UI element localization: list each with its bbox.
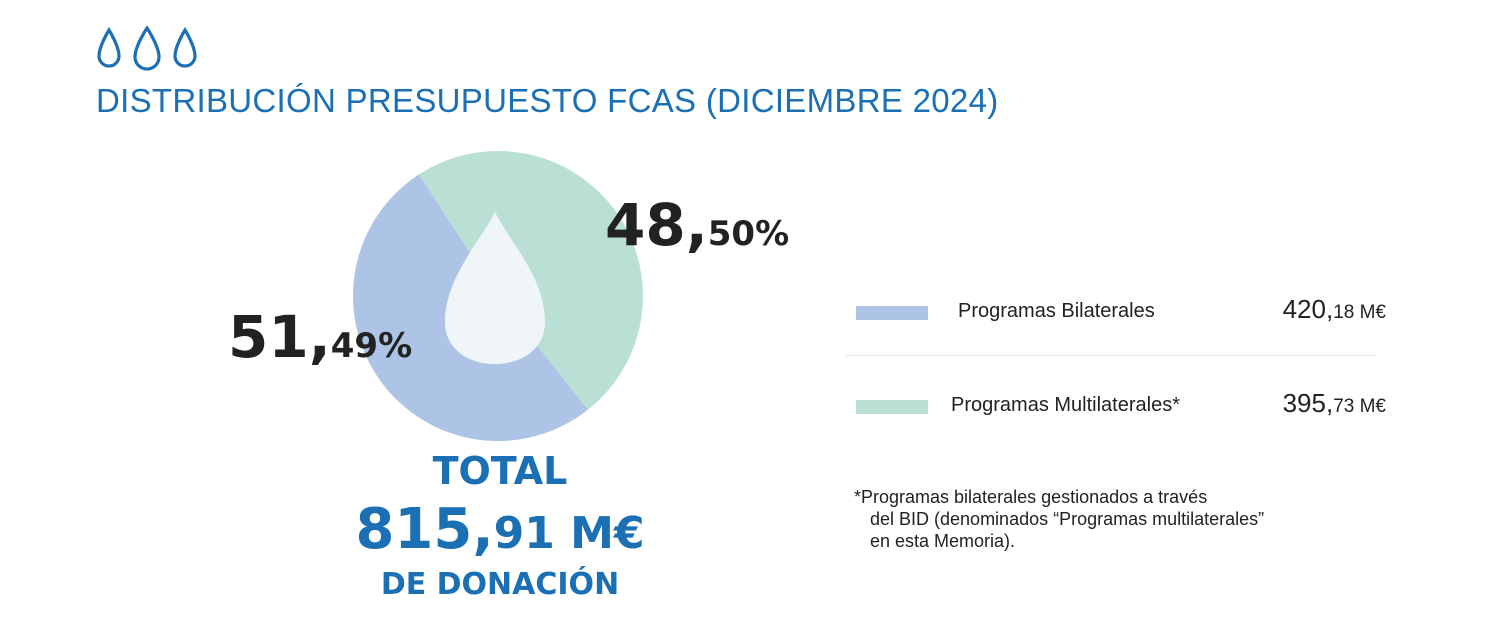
legend-swatch-multilaterales: [856, 400, 928, 414]
legend-label-bilaterales: Programas Bilaterales: [958, 300, 1155, 322]
footnote-line-1: *Programas bilaterales gestionados a tra…: [854, 487, 1208, 507]
pie-label-bilaterales: 51,49%: [228, 308, 412, 366]
pie-label-bilaterales-dec: 49%: [330, 326, 413, 366]
footnote: *Programas bilaterales gestionados a tra…: [854, 486, 1414, 552]
footnote-line-3: en esta Memoria).: [870, 531, 1016, 551]
total-label: TOTAL: [432, 449, 568, 493]
total-subtitle: DE DONACIÓN: [380, 567, 620, 602]
legend-item-bilaterales: Programas Bilaterales 420,18 M€: [856, 294, 1396, 328]
legend-value-bilaterales: 420,18 M€: [1283, 294, 1386, 325]
total-amount-dec: 91 M€: [493, 508, 645, 559]
total-amount-int: 815,: [355, 497, 494, 562]
total-amount: 815,91 M€: [320, 502, 680, 558]
pie-label-bilaterales-int: 51,: [228, 303, 331, 371]
legend-value-bilaterales-dec: 18 M€: [1333, 302, 1386, 323]
pie-chart: [352, 151, 643, 442]
legend-label-multilaterales: Programas Multilaterales*: [951, 394, 1180, 416]
legend-value-bilaterales-int: 420,: [1282, 294, 1334, 324]
footnote-line-2: del BID (denominados “Programas multilat…: [870, 509, 1265, 529]
pie-label-multilaterales-int: 48,: [605, 191, 708, 259]
water-drop-icon: [445, 212, 545, 364]
pie-label-multilaterales-dec: 50%: [707, 214, 790, 254]
legend-swatch-bilaterales: [856, 306, 928, 320]
legend-value-multilaterales-int: 395,: [1282, 388, 1334, 418]
pie-label-multilaterales: 48,50%: [605, 196, 789, 254]
legend-item-multilaterales: Programas Multilaterales* 395,73 M€: [856, 388, 1396, 422]
legend-value-multilaterales-dec: 73 M€: [1333, 396, 1386, 417]
legend-value-multilaterales: 395,73 M€: [1283, 388, 1386, 419]
water-drops-icon: [97, 26, 197, 71]
page-title: DISTRIBUCIÓN PRESUPUESTO FCAS (DICIEMBRE…: [96, 82, 999, 119]
legend-divider: [846, 355, 1376, 356]
